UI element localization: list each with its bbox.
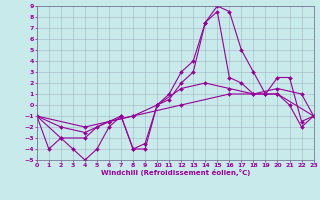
X-axis label: Windchill (Refroidissement éolien,°C): Windchill (Refroidissement éolien,°C) bbox=[100, 169, 250, 176]
